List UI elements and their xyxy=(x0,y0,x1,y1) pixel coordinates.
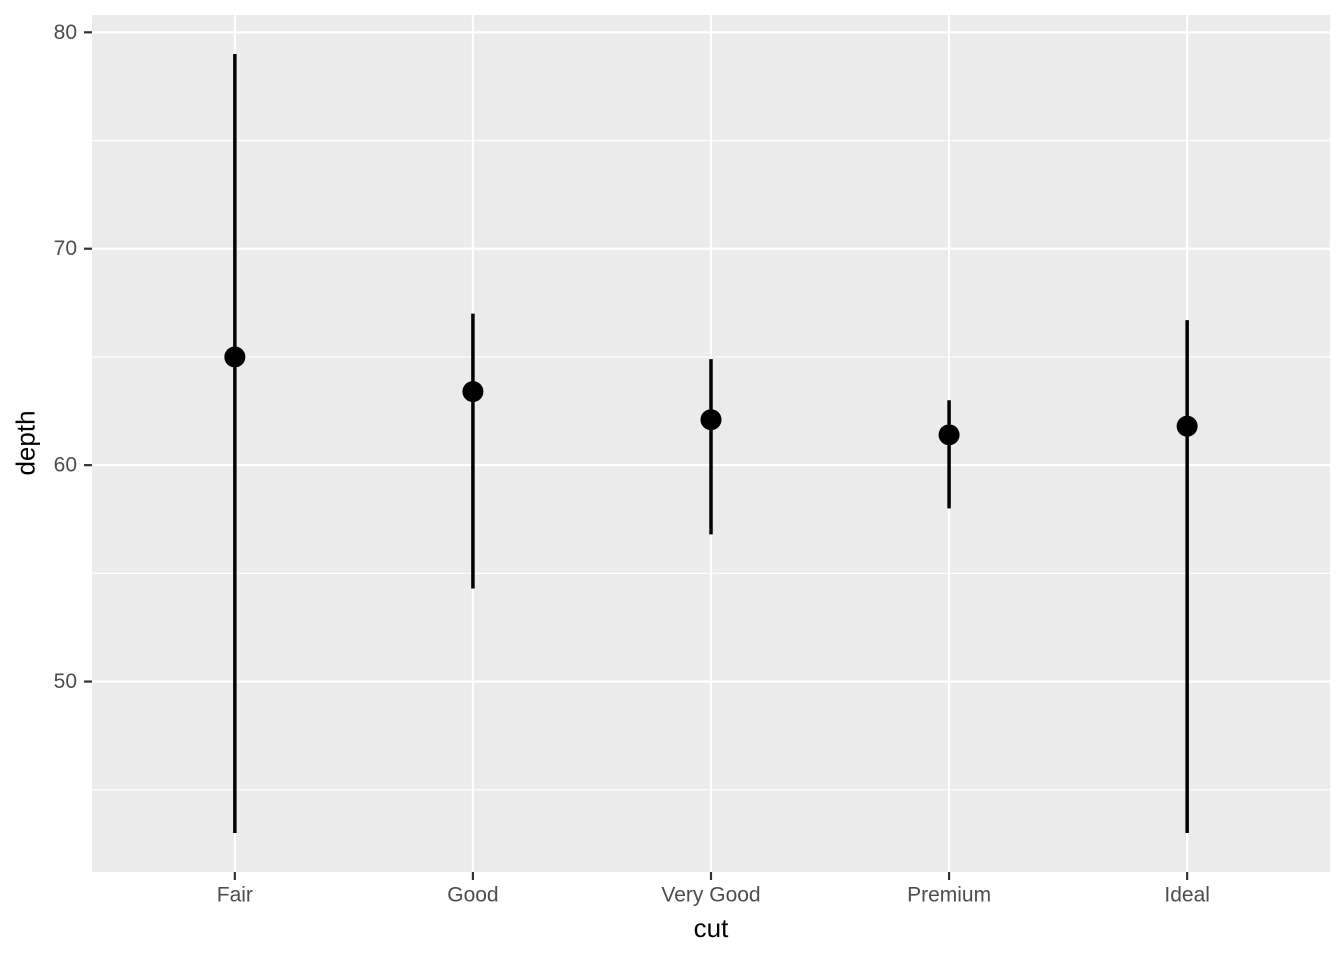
median-point-Ideal xyxy=(1176,415,1198,437)
x-tick-label: Very Good xyxy=(661,884,760,907)
y-tick-label: 80 xyxy=(54,21,77,44)
median-point-Fair xyxy=(224,346,246,368)
x-axis-title: cut xyxy=(693,913,729,943)
y-tick-label: 70 xyxy=(54,237,77,260)
x-tick-label: Fair xyxy=(217,884,253,907)
median-point-Good xyxy=(462,381,484,403)
median-point-Very Good xyxy=(700,409,722,431)
y-axis-title-text: depth xyxy=(10,410,41,476)
x-tick-label: Ideal xyxy=(1164,884,1210,907)
x-tick-label: Good xyxy=(447,884,498,907)
median-point-Premium xyxy=(938,424,960,446)
y-tick-label: 50 xyxy=(54,670,77,693)
y-tick-label: 60 xyxy=(54,454,77,477)
x-tick-label: Premium xyxy=(907,884,991,907)
